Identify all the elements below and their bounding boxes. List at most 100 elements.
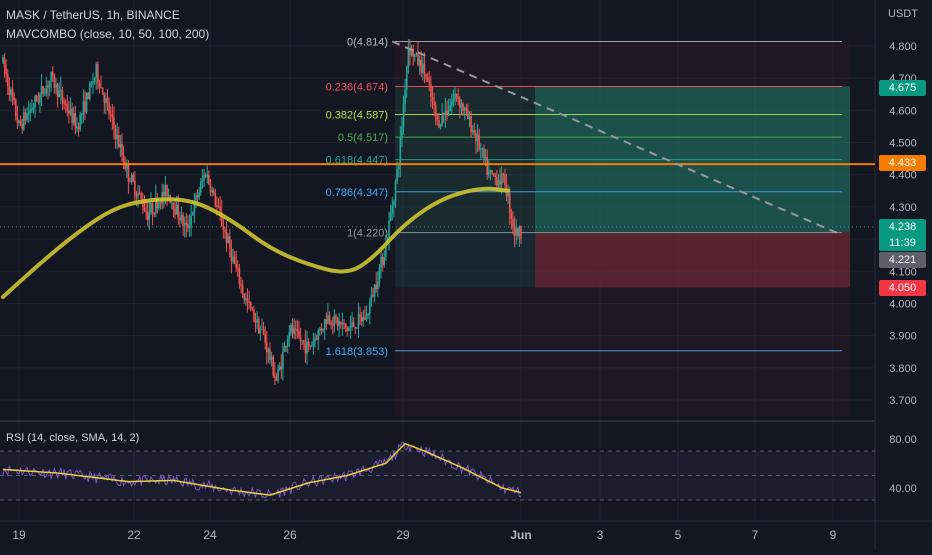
candle-body[interactable] (478, 134, 480, 150)
candle-body[interactable] (32, 106, 35, 109)
candle-body[interactable] (82, 101, 85, 114)
candle-body[interactable] (415, 53, 418, 55)
candle-body[interactable] (19, 120, 22, 124)
candle-body[interactable] (163, 192, 165, 197)
candle-body[interactable] (195, 195, 197, 201)
candle-body[interactable] (101, 87, 104, 95)
candle-body[interactable] (481, 148, 484, 150)
candle-body[interactable] (129, 181, 131, 183)
candle-body[interactable] (442, 113, 445, 115)
candle-body[interactable] (272, 356, 275, 376)
candle-body[interactable] (109, 114, 112, 116)
candle-body[interactable] (50, 71, 52, 81)
candle-body[interactable] (302, 340, 305, 343)
candle-body[interactable] (137, 193, 139, 197)
candlesticks[interactable] (2, 38, 522, 385)
candle-body[interactable] (200, 181, 202, 193)
candle-body[interactable] (423, 63, 426, 75)
candle-body[interactable] (171, 202, 173, 204)
candle-body[interactable] (405, 66, 408, 90)
candle-body[interactable] (111, 114, 114, 118)
candle-body[interactable] (172, 202, 175, 210)
candle-body[interactable] (150, 203, 152, 213)
indicator-legend[interactable]: MAVCOMBO (close, 10, 50, 100, 200) (6, 27, 210, 41)
candle-body[interactable] (264, 334, 266, 343)
candle-body[interactable] (42, 86, 44, 94)
candle-body[interactable] (138, 193, 141, 195)
candle-body[interactable] (513, 227, 516, 236)
candle-body[interactable] (417, 53, 419, 65)
candle-body[interactable] (319, 328, 321, 331)
candle-body[interactable] (193, 200, 196, 214)
candle-body[interactable] (116, 134, 118, 140)
candle-body[interactable] (182, 215, 184, 226)
rsi-legend[interactable]: RSI (14, close, SMA, 14, 2) (6, 432, 140, 444)
candle-body[interactable] (188, 225, 191, 228)
candle-body[interactable] (299, 336, 302, 342)
candle-body[interactable] (422, 63, 424, 73)
candle-body[interactable] (225, 231, 228, 244)
candle-body[interactable] (381, 256, 384, 265)
candle-body[interactable] (174, 209, 176, 215)
candle-body[interactable] (479, 148, 482, 150)
candle-body[interactable] (219, 206, 221, 214)
candle-body[interactable] (254, 320, 257, 323)
candle-body[interactable] (327, 315, 329, 324)
symbol-title[interactable]: MASK / TetherUS, 1h, BINANCE (6, 8, 180, 22)
candle-body[interactable] (77, 126, 80, 130)
candle-body[interactable] (251, 308, 254, 310)
candle-body[interactable] (311, 345, 313, 347)
candle-body[interactable] (140, 193, 143, 200)
candle-body[interactable] (64, 104, 67, 106)
candle-body[interactable] (351, 322, 353, 327)
candle-body[interactable] (240, 284, 242, 286)
candle-body[interactable] (455, 93, 458, 97)
candle-body[interactable] (367, 313, 369, 315)
candle-body[interactable] (154, 197, 157, 214)
candle-body[interactable] (491, 170, 493, 174)
candle-body[interactable] (462, 103, 464, 111)
candle-body[interactable] (320, 328, 323, 331)
candle-body[interactable] (204, 175, 207, 177)
candle-body[interactable] (290, 325, 292, 333)
candle-body[interactable] (6, 74, 9, 86)
candle-body[interactable] (349, 326, 352, 328)
candle-body[interactable] (206, 174, 209, 177)
candle-body[interactable] (315, 338, 318, 340)
candle-body[interactable] (293, 328, 295, 334)
candle-body[interactable] (463, 108, 466, 111)
candle-body[interactable] (95, 63, 98, 78)
candle-body[interactable] (378, 267, 381, 283)
candle-body[interactable] (256, 319, 258, 323)
candle-body[interactable] (24, 112, 27, 120)
candle-body[interactable] (130, 174, 133, 183)
candle-body[interactable] (431, 96, 434, 102)
candle-body[interactable] (211, 190, 213, 193)
candle-body[interactable] (438, 120, 440, 128)
candle-body[interactable] (43, 93, 46, 95)
candle-body[interactable] (61, 90, 64, 101)
candle-body[interactable] (56, 84, 59, 98)
candle-body[interactable] (368, 302, 371, 314)
candle-body[interactable] (60, 90, 62, 92)
candle-body[interactable] (282, 352, 284, 370)
candle-body[interactable] (492, 173, 495, 176)
candle-body[interactable] (187, 224, 189, 228)
candle-body[interactable] (243, 293, 246, 300)
candle-body[interactable] (267, 349, 270, 353)
candle-body[interactable] (106, 98, 109, 103)
candle-body[interactable] (237, 267, 239, 269)
candle-body[interactable] (79, 114, 81, 130)
candle-body[interactable] (470, 116, 472, 133)
candle-body[interactable] (21, 123, 24, 130)
candle-body[interactable] (183, 223, 186, 226)
candle-body[interactable] (27, 112, 30, 114)
candle-body[interactable] (90, 83, 93, 85)
candle-body[interactable] (209, 183, 212, 193)
candle-body[interactable] (426, 77, 429, 82)
candle-body[interactable] (307, 341, 310, 346)
price-axis[interactable]: USDT4.8004.7004.6004.5004.4004.3004.2004… (888, 8, 918, 495)
candle-body[interactable] (48, 80, 51, 88)
candle-body[interactable] (14, 100, 17, 117)
candle-body[interactable] (418, 59, 421, 65)
